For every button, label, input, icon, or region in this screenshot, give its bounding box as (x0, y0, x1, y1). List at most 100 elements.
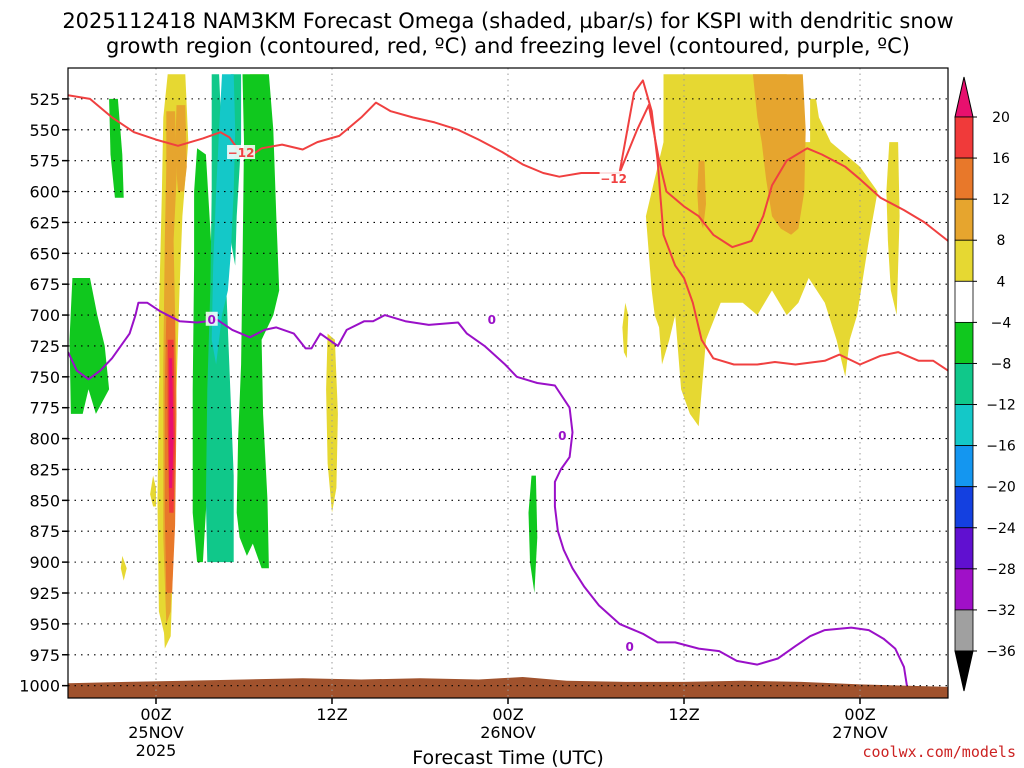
y-tick-label-950: 950 (29, 615, 60, 634)
colorbar-label-9: −20 (986, 480, 1016, 496)
omega-region-5 (120, 555, 127, 581)
x-tick-label-30-0: 00Z (492, 705, 523, 724)
plot-area: −12 −12 0 0 0 0 (67, 67, 949, 699)
red-contour-label-bg-1 (599, 170, 628, 185)
x-tick-label-6-1: 25NOV (128, 723, 184, 742)
colorbar-label-12: −32 (986, 603, 1016, 619)
colorbar-label-5: −4 (991, 315, 1012, 331)
omega-region-6 (622, 302, 629, 359)
colorbar-bin--24 to -20 (954, 486, 974, 529)
colorbar-bin-4 to 8 (954, 239, 974, 282)
colorbar-bin--8 to -4 (954, 321, 974, 364)
omega-region-13 (752, 74, 806, 235)
y-tick-label-775: 775 (29, 399, 60, 418)
y-tick-label-525: 525 (29, 90, 60, 109)
x-tick-label-18-0: 12Z (316, 705, 347, 724)
y-tick-label-675: 675 (29, 275, 60, 294)
red-contour-1 (618, 79, 948, 372)
omega-region-19 (109, 98, 124, 198)
credit-text: coolwx.com/models (862, 743, 1016, 761)
red-contour-0 (68, 94, 948, 249)
y-tick-label-850: 850 (29, 491, 60, 510)
y-tick-label-625: 625 (29, 213, 60, 232)
omega-region-20 (69, 278, 110, 414)
purple-contour-label-bg-1 (485, 311, 498, 326)
y-tick-label-575: 575 (29, 152, 60, 171)
colorbar-label-8: −16 (986, 439, 1016, 455)
y-tick-label-825: 825 (29, 460, 60, 479)
x-tick-label-54-0: 00Z (844, 705, 875, 724)
purple-contour-label-0: 0 (208, 313, 216, 327)
colorbar-label-6: −8 (991, 356, 1012, 372)
red-contour-label-1: −12 (600, 172, 627, 186)
omega-region-4 (150, 475, 156, 507)
colorbar-bin--28 to -24 (954, 527, 974, 570)
omega-region-8 (886, 142, 900, 316)
chart-title-line-1: 2025112418 NAM3KM Forecast Omega (shaded… (62, 9, 953, 33)
x-tick-label-54-1: 27NOV (832, 723, 888, 742)
colorbar-bin-16 to 20 (954, 116, 974, 159)
y-tick-label-800: 800 (29, 430, 60, 449)
omega-region-12 (697, 160, 706, 229)
omega-region-18 (169, 358, 174, 488)
colorbar-label-1: 16 (992, 151, 1010, 167)
colorbar-bin-below-min (954, 650, 974, 692)
x-axis-title: Forecast Time (UTC) (412, 747, 603, 768)
x-tick-label-30-1: 26NOV (480, 723, 536, 742)
colorbar-bin--20 to -16 (954, 445, 974, 488)
y-tick-label-700: 700 (29, 306, 60, 325)
purple-contour-label-2: 0 (558, 429, 566, 443)
x-tick-label-6-0: 00Z (140, 705, 171, 724)
x-tick-label-6-2: 2025 (136, 741, 177, 760)
colorbar-bin--32 to -28 (954, 568, 974, 611)
x-tick-label-42-0: 12Z (668, 705, 699, 724)
colorbar-bin-12 to 16 (954, 157, 974, 200)
colorbar-bin--4 to 4 (954, 280, 974, 323)
y-tick-label-925: 925 (29, 584, 60, 603)
colorbar-bin--16 to -12 (954, 404, 974, 447)
colorbar-bin-> 20 (954, 76, 974, 118)
colorbar-label-3: 8 (997, 233, 1006, 249)
omega-region-23 (528, 475, 538, 593)
y-axis: 525 550 575 600 625 650 675 700 725 750 775 800 825 8… (19, 90, 68, 696)
y-tick-label-600: 600 (29, 183, 60, 202)
purple-contour-label-bg-0 (205, 311, 218, 326)
colorbar-label-7: −12 (986, 398, 1016, 414)
colorbar-label-0: 20 (992, 110, 1010, 126)
purple-contour-label-bg-3 (623, 639, 636, 654)
terrain-fill (68, 677, 948, 698)
colorbar-label-4: 4 (997, 274, 1006, 290)
colorbar-label-2: 12 (992, 192, 1010, 208)
y-tick-label-900: 900 (29, 553, 60, 572)
colorbar-label-10: −24 (986, 521, 1016, 537)
grid-lines (68, 68, 948, 698)
colorbar-bin-8 to 12 (954, 198, 974, 241)
purple-contour-label-1: 0 (488, 313, 496, 327)
omega-region-3 (326, 333, 338, 513)
y-tick-label-875: 875 (29, 522, 60, 541)
omega-region-22 (192, 148, 220, 563)
colorbar-label-13: −36 (986, 644, 1016, 660)
colorbar-bin--36 to -32 (954, 609, 974, 652)
colorbar-label-11: −28 (986, 562, 1016, 578)
y-tick-label-1000: 1000 (19, 677, 60, 696)
y-tick-label-550: 550 (29, 121, 60, 140)
y-tick-label-725: 725 (29, 337, 60, 356)
red-contour-label-bg-0 (227, 145, 256, 159)
red-contour-label-0: −12 (228, 146, 255, 160)
purple-contour-label-bg-2 (556, 427, 569, 442)
purple-contour-label-3: 0 (626, 640, 634, 654)
omega-region-21 (236, 74, 280, 569)
chart-title-line-2: growth region (contoured, red, ºC) and f… (106, 34, 910, 58)
y-tick-label-975: 975 (29, 646, 60, 665)
purple-contour-0 (68, 301, 908, 686)
y-tick-label-750: 750 (29, 368, 60, 387)
omega-region-9 (175, 105, 187, 192)
contour-lines: −12 −12 0 0 0 0 (68, 79, 948, 686)
y-tick-label-650: 650 (29, 244, 60, 263)
colorbar: 20 16 12 8 4 −4 −8 −12 −16 −20 −24 −28 −32 −36 (954, 76, 1016, 692)
omega-shading (68, 74, 948, 698)
colorbar-bin--12 to -8 (954, 363, 974, 405)
